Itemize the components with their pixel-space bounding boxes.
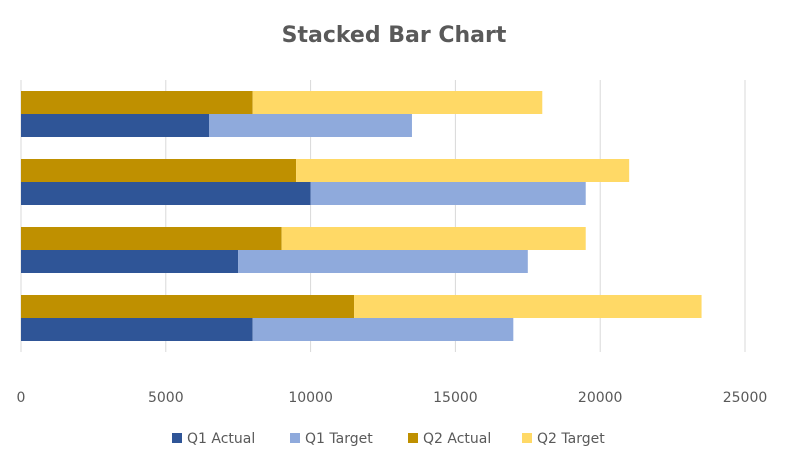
x-axis: 0 5000 10000 15000 20000 25000: [17, 390, 768, 406]
legend-swatch: [522, 433, 532, 443]
bar-q2-actual: [21, 295, 355, 318]
legend-label: Q1 Target: [305, 431, 373, 447]
bar-q1-target: [310, 182, 586, 205]
bar-layer: [21, 91, 702, 341]
legend-swatch: [290, 433, 300, 443]
bar-q2-actual: [21, 159, 297, 182]
legend-label: Q1 Actual: [187, 431, 255, 447]
bar-q1-actual: [21, 182, 311, 205]
bar-q1-target: [209, 114, 412, 137]
legend-swatch: [408, 433, 418, 443]
x-tick-label: 5000: [148, 390, 184, 406]
legend-label: Q2 Actual: [423, 431, 491, 447]
bar-q1-actual: [21, 114, 210, 137]
x-tick-label: 15000: [433, 390, 478, 406]
chart-title: Stacked Bar Chart: [282, 23, 507, 48]
legend-swatch: [172, 433, 182, 443]
bar-q2-target: [354, 295, 702, 318]
bar-q1-actual: [21, 318, 253, 341]
bar-q2-actual: [21, 91, 253, 114]
bar-q2-target: [281, 227, 586, 250]
x-tick-label: 0: [17, 390, 26, 406]
x-tick-label: 10000: [288, 390, 333, 406]
legend-label: Q2 Target: [537, 431, 605, 447]
bar-q1-target: [238, 250, 528, 273]
legend: Q1 Actual Q1 Target Q2 Actual Q2 Target: [172, 431, 605, 447]
bar-q2-target: [252, 91, 543, 114]
bar-q1-actual: [21, 250, 239, 273]
bar-q1-target: [252, 318, 514, 341]
bar-q2-target: [296, 159, 630, 182]
x-tick-label: 25000: [723, 390, 768, 406]
bar-q2-actual: [21, 227, 282, 250]
x-tick-label: 20000: [578, 390, 623, 406]
